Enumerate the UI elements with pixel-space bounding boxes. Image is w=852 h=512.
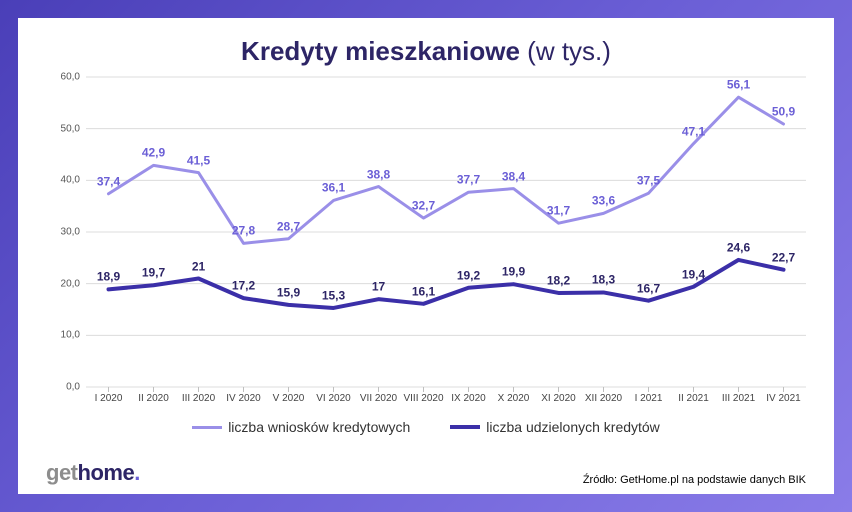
y-axis-label: 40,0: [61, 175, 80, 186]
x-axis-label: II 2021: [678, 393, 709, 404]
data-point-label: 32,7: [412, 198, 435, 212]
legend-swatch: [192, 426, 222, 429]
x-axis-label: X 2020: [498, 393, 530, 404]
data-point-label: 17: [372, 280, 385, 294]
data-point-label: 28,7: [277, 219, 300, 233]
legend-item: liczba wniosków kredytowych: [192, 419, 410, 435]
y-axis-label: 30,0: [61, 227, 80, 238]
logo-part1: get: [46, 460, 78, 485]
legend-swatch: [450, 425, 480, 429]
data-point-label: 41,5: [187, 153, 210, 167]
x-axis-label: VIII 2020: [403, 393, 443, 404]
legend-label: liczba udzielonych kredytów: [486, 419, 660, 435]
data-point-label: 37,5: [637, 174, 660, 188]
legend: liczba wniosków kredytowych liczba udzie…: [46, 419, 806, 435]
data-point-label: 42,9: [142, 146, 165, 160]
x-axis-label: III 2021: [722, 393, 755, 404]
x-axis-label: I 2020: [95, 393, 123, 404]
y-axis-label: 60,0: [61, 72, 80, 83]
x-axis-label: II 2020: [138, 393, 169, 404]
data-point-label: 16,7: [637, 281, 660, 295]
x-axis-label: III 2020: [182, 393, 215, 404]
source-text: Źródło: GetHome.pl na podstawie danych B…: [583, 474, 806, 486]
legend-label: liczba wniosków kredytowych: [228, 419, 410, 435]
x-axis-label: IV 2020: [226, 393, 260, 404]
data-point-label: 38,4: [502, 169, 525, 183]
data-point-label: 18,2: [547, 273, 570, 287]
x-axis-label: XI 2020: [541, 393, 575, 404]
x-axis-label: VI 2020: [316, 393, 350, 404]
x-axis-label: IV 2021: [766, 393, 800, 404]
x-axis-label: VII 2020: [360, 393, 397, 404]
data-point-label: 17,2: [232, 279, 255, 293]
logo-part2: home: [78, 460, 135, 485]
chart-title: Kredyty mieszkaniowe (w tys.): [46, 36, 806, 67]
data-point-label: 31,7: [547, 204, 570, 218]
data-point-label: 50,9: [772, 104, 795, 118]
data-point-label: 19,4: [682, 267, 705, 281]
data-point-label: 24,6: [727, 240, 750, 254]
data-point-label: 18,3: [592, 273, 615, 287]
x-axis-label: XII 2020: [585, 393, 622, 404]
y-axis-label: 10,0: [61, 330, 80, 341]
x-axis-label: V 2020: [273, 393, 305, 404]
data-point-label: 37,4: [97, 174, 120, 188]
data-point-label: 33,6: [592, 194, 615, 208]
logo: gethome.: [46, 460, 140, 486]
data-point-label: 19,7: [142, 266, 165, 280]
data-point-label: 21: [192, 259, 205, 273]
y-axis-label: 0,0: [66, 382, 80, 393]
data-point-label: 47,1: [682, 124, 705, 138]
chart-card: Kredyty mieszkaniowe (w tys.) 0,0 10,0 20,…: [18, 18, 834, 494]
data-point-label: 15,9: [277, 285, 300, 299]
x-axis-label: IX 2020: [451, 393, 485, 404]
data-point-label: 37,7: [457, 173, 480, 187]
footer: gethome. Źródło: GetHome.pl na podstawie…: [46, 460, 806, 486]
data-point-label: 38,8: [367, 167, 390, 181]
data-point-label: 18,9: [97, 270, 120, 284]
x-axis-label: I 2021: [635, 393, 663, 404]
title-light: (w tys.): [527, 36, 611, 66]
data-point-label: 19,9: [502, 265, 525, 279]
legend-item: liczba udzielonych kredytów: [450, 419, 660, 435]
data-point-label: 36,1: [322, 181, 345, 195]
title-bold: Kredyty mieszkaniowe: [241, 36, 520, 66]
data-point-label: 27,8: [232, 224, 255, 238]
line-chart: 0,010,020,030,040,050,060,0I 2020II 2020…: [46, 77, 806, 387]
data-point-label: 16,1: [412, 284, 435, 298]
data-point-label: 56,1: [727, 78, 750, 92]
y-axis-label: 50,0: [61, 123, 80, 134]
data-point-label: 22,7: [772, 250, 795, 264]
data-point-label: 15,3: [322, 288, 345, 302]
logo-dot: .: [134, 460, 140, 485]
y-axis-label: 20,0: [61, 278, 80, 289]
data-point-label: 19,2: [457, 268, 480, 282]
